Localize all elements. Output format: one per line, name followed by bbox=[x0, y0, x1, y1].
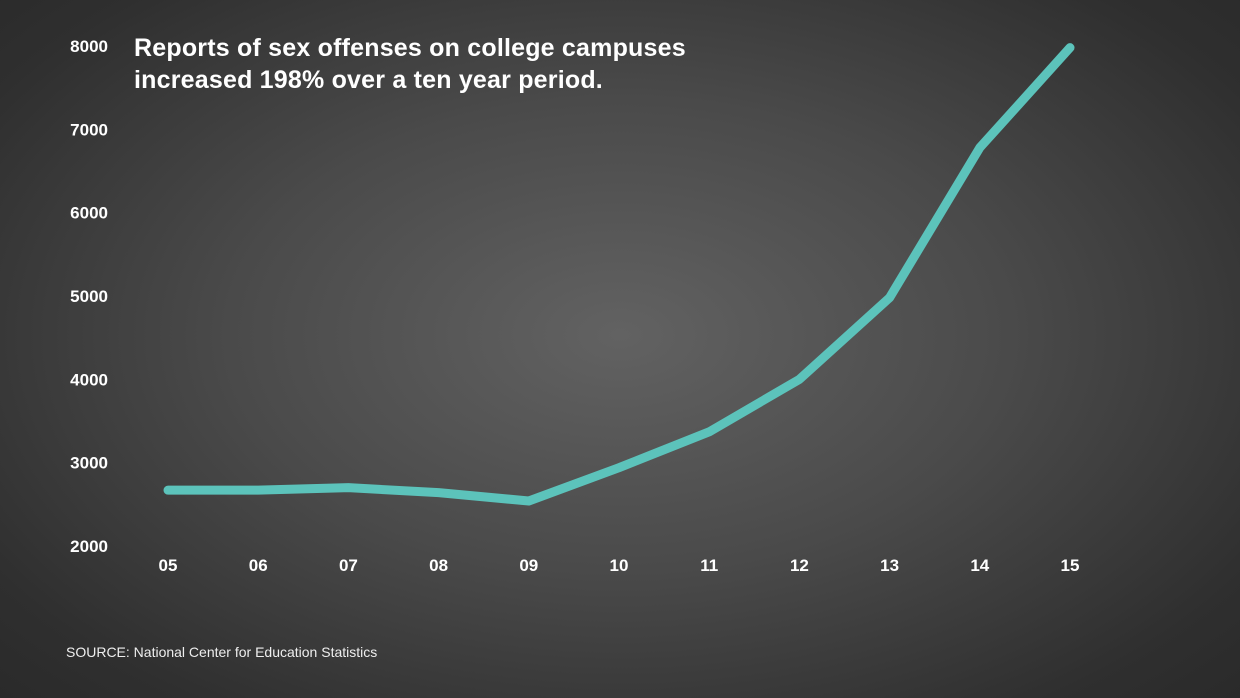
chart-title-line-1: Reports of sex offenses on college campu… bbox=[134, 34, 686, 62]
data-point bbox=[167, 489, 169, 491]
x-tick-label: 12 bbox=[790, 556, 809, 575]
x-tick-label: 13 bbox=[880, 556, 899, 575]
x-tick-label: 08 bbox=[429, 556, 448, 575]
y-tick-label: 8000 bbox=[70, 37, 108, 56]
x-tick-label: 06 bbox=[249, 556, 268, 575]
data-point bbox=[528, 500, 530, 502]
x-tick-label: 10 bbox=[610, 556, 629, 575]
x-tick-label: 14 bbox=[970, 556, 989, 575]
source-note: SOURCE: National Center for Education St… bbox=[66, 644, 378, 660]
x-tick-label: 05 bbox=[159, 556, 178, 575]
data-point bbox=[1069, 47, 1071, 49]
x-tick-label: 07 bbox=[339, 556, 358, 575]
y-tick-label: 7000 bbox=[70, 120, 108, 139]
series-line bbox=[163, 43, 1075, 506]
data-point bbox=[889, 297, 891, 299]
data-point bbox=[257, 489, 259, 491]
y-tick-label: 5000 bbox=[70, 287, 108, 306]
data-point bbox=[979, 147, 981, 149]
chart-title: Reports of sex offenses on college campu… bbox=[134, 32, 686, 96]
x-tick-label: 09 bbox=[519, 556, 538, 575]
x-tick-label: 15 bbox=[1061, 556, 1080, 575]
chart-title-line-2: increased 198% over a ten year period. bbox=[134, 66, 603, 94]
data-point bbox=[618, 467, 620, 469]
data-point bbox=[798, 378, 800, 380]
data-point bbox=[708, 431, 710, 433]
data-point bbox=[438, 492, 440, 494]
x-tick-label: 11 bbox=[700, 556, 718, 575]
y-tick-label: 3000 bbox=[70, 454, 108, 473]
data-point bbox=[347, 487, 349, 489]
y-tick-label: 2000 bbox=[70, 537, 108, 556]
y-tick-label: 6000 bbox=[70, 204, 108, 223]
y-tick-label: 4000 bbox=[70, 370, 108, 389]
